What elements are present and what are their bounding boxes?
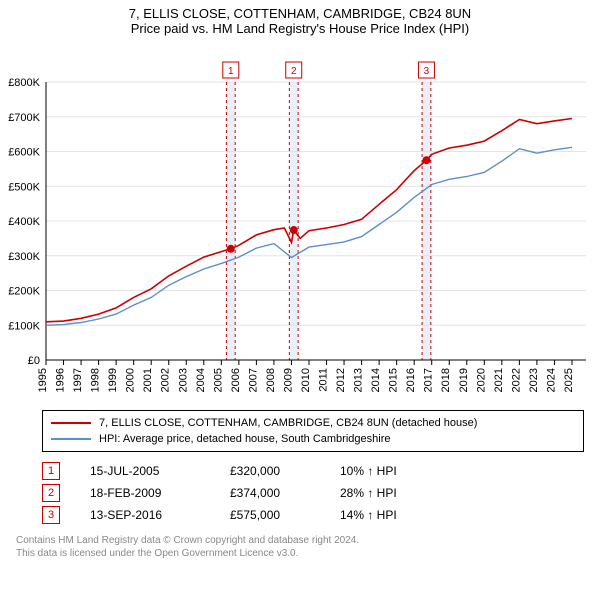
figure-container: 7, ELLIS CLOSE, COTTENHAM, CAMBRIDGE, CB… [0,0,600,560]
svg-text:£400K: £400K [8,216,40,228]
transaction-date: 15-JUL-2005 [90,464,230,478]
svg-text:2004: 2004 [195,368,207,392]
svg-text:£800K: £800K [8,77,40,89]
svg-text:2001: 2001 [142,368,154,392]
title-block: 7, ELLIS CLOSE, COTTENHAM, CAMBRIDGE, CB… [0,0,600,36]
chart-svg: £0 £100K £200K £300K £400K £500K £600K £700K £80… [0,36,600,406]
svg-text:£0: £0 [28,355,40,367]
footer-line1: Contains HM Land Registry data © Crown c… [16,534,584,547]
svg-text:1: 1 [228,66,234,77]
svg-text:2022: 2022 [510,368,522,392]
transaction-price: £320,000 [230,464,340,478]
transaction-marker-2: 2 [42,484,60,502]
transaction-pct: 10% ↑ HPI [340,464,450,478]
footer-line2: This data is licensed under the Open Gov… [16,547,584,560]
svg-text:1999: 1999 [107,368,119,392]
svg-text:2010: 2010 [300,368,312,392]
svg-text:£200K: £200K [8,286,40,298]
transaction-marker-3: 3 [42,506,60,524]
svg-text:2005: 2005 [212,368,224,392]
svg-text:2008: 2008 [265,368,277,392]
svg-text:1996: 1996 [55,368,67,392]
footer: Contains HM Land Registry data © Crown c… [16,534,584,560]
svg-text:2020: 2020 [475,368,487,392]
svg-text:2013: 2013 [353,368,365,392]
svg-text:2016: 2016 [405,368,417,392]
svg-text:2025: 2025 [563,368,575,392]
transaction-pct: 28% ↑ HPI [340,486,450,500]
legend-row-hpi: HPI: Average price, detached house, Sout… [51,431,575,447]
svg-text:2007: 2007 [247,368,259,392]
svg-text:£500K: £500K [8,181,40,193]
transaction-row: 3 13-SEP-2016 £575,000 14% ↑ HPI [42,504,584,526]
legend-swatch-property [51,422,91,424]
transaction-price: £374,000 [230,486,340,500]
svg-text:2017: 2017 [423,368,435,392]
transaction-row: 1 15-JUL-2005 £320,000 10% ↑ HPI [42,460,584,482]
svg-text:1998: 1998 [90,368,102,392]
svg-text:2023: 2023 [528,368,540,392]
svg-text:£700K: £700K [8,112,40,124]
svg-text:2012: 2012 [335,368,347,392]
svg-text:£100K: £100K [8,320,40,332]
transaction-date: 13-SEP-2016 [90,508,230,522]
transaction-marker-1: 1 [42,462,60,480]
chart-area: £0 £100K £200K £300K £400K £500K £600K £700K £80… [0,36,600,406]
svg-text:2019: 2019 [458,368,470,392]
svg-text:2: 2 [291,66,297,77]
svg-text:2018: 2018 [440,368,452,392]
svg-text:2009: 2009 [282,368,294,392]
svg-text:2015: 2015 [388,368,400,392]
title-address: 7, ELLIS CLOSE, COTTENHAM, CAMBRIDGE, CB… [0,6,600,21]
transaction-table: 1 15-JUL-2005 £320,000 10% ↑ HPI 2 18-FE… [42,460,584,526]
legend-row-property: 7, ELLIS CLOSE, COTTENHAM, CAMBRIDGE, CB… [51,415,575,431]
svg-text:2003: 2003 [177,368,189,392]
svg-text:1997: 1997 [72,368,84,392]
svg-text:2002: 2002 [160,368,172,392]
svg-text:2014: 2014 [370,368,382,392]
svg-text:£600K: £600K [8,147,40,159]
transaction-row: 2 18-FEB-2009 £374,000 28% ↑ HPI [42,482,584,504]
legend: 7, ELLIS CLOSE, COTTENHAM, CAMBRIDGE, CB… [42,410,584,452]
svg-text:2021: 2021 [493,368,505,392]
legend-label-hpi: HPI: Average price, detached house, Sout… [99,433,390,445]
svg-text:2006: 2006 [230,368,242,392]
svg-text:3: 3 [424,66,430,77]
title-subtitle: Price paid vs. HM Land Registry's House … [0,21,600,36]
legend-swatch-hpi [51,438,91,440]
svg-text:2000: 2000 [125,368,137,392]
svg-text:1995: 1995 [37,368,49,392]
legend-label-property: 7, ELLIS CLOSE, COTTENHAM, CAMBRIDGE, CB… [99,417,477,429]
transaction-price: £575,000 [230,508,340,522]
svg-text:2024: 2024 [545,368,557,392]
svg-text:2011: 2011 [318,368,330,392]
svg-text:£300K: £300K [8,251,40,263]
transaction-date: 18-FEB-2009 [90,486,230,500]
transaction-pct: 14% ↑ HPI [340,508,450,522]
